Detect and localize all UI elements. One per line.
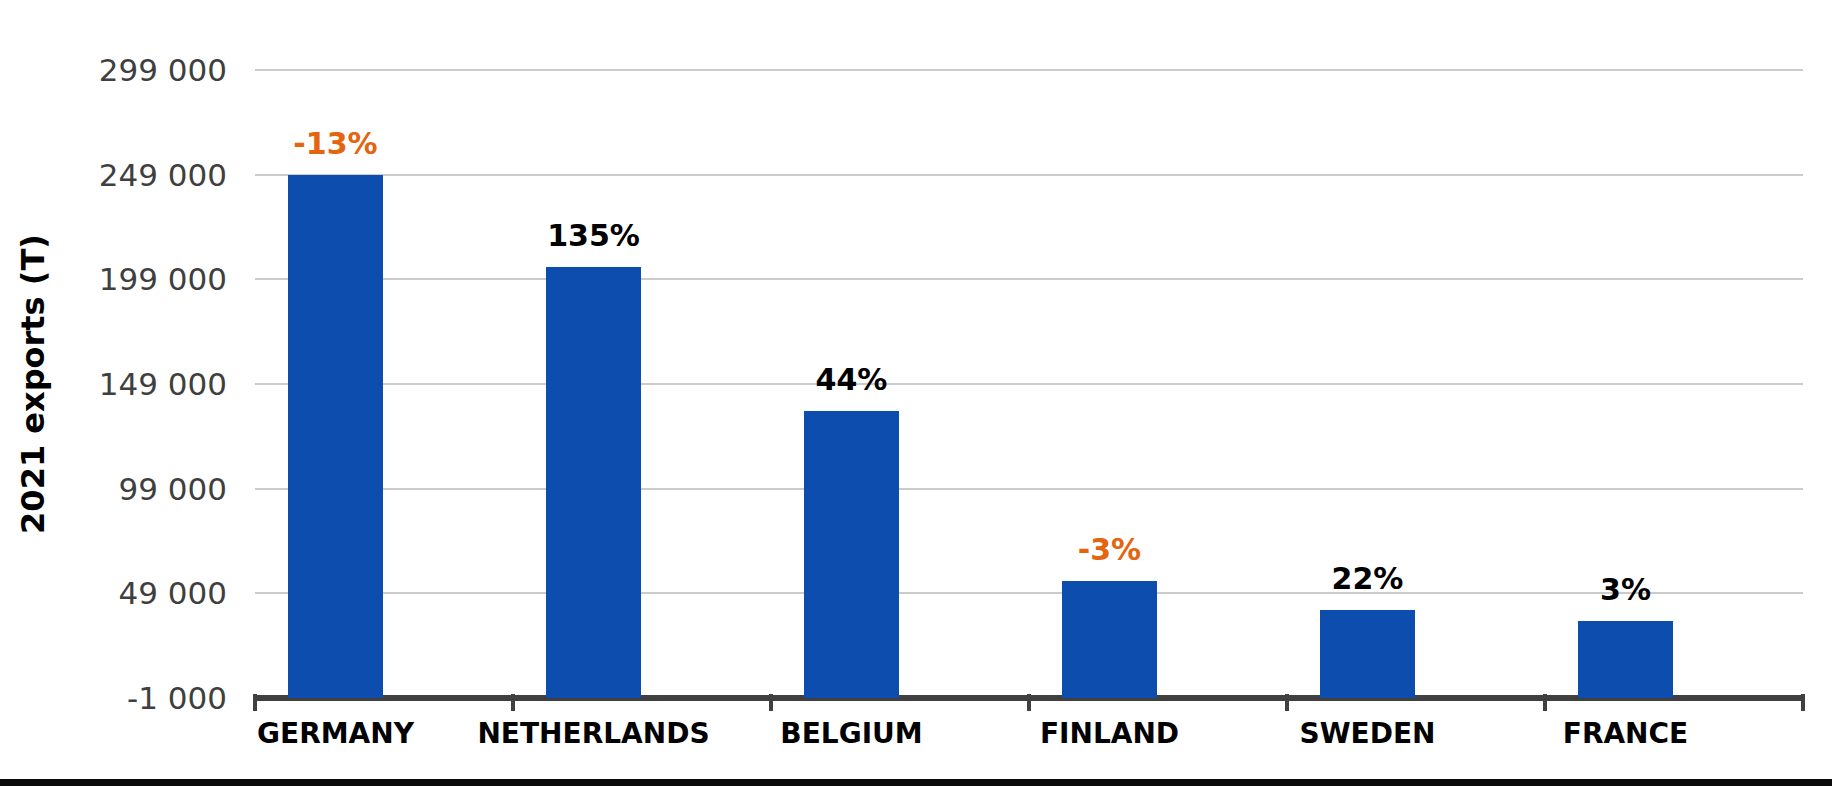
x-axis-tick [1801, 694, 1805, 711]
y-axis-tick-label: -1 000 [57, 680, 227, 716]
bar-percent-label: 135% [514, 219, 674, 253]
y-axis-tick-label: 149 000 [57, 366, 227, 402]
bar-percent-label: 3% [1546, 573, 1706, 607]
bar [546, 267, 641, 698]
y-axis-tick-label: 99 000 [57, 471, 227, 507]
category-label: BELGIUM [722, 718, 982, 750]
y-axis-title-text: 2021 exports (T) [14, 234, 52, 534]
bar-percent-label: -13% [256, 127, 416, 161]
y-axis-tick-label: 299 000 [57, 52, 227, 88]
bar [804, 411, 899, 698]
bar [1578, 621, 1673, 698]
bar-chart: 2021 exports (T) 299 000 249 000 199 000 14… [0, 0, 1832, 786]
category-label: FINLAND [980, 718, 1240, 750]
bar [1062, 581, 1157, 698]
bottom-border-line [0, 779, 1832, 786]
y-axis-tick-label: 49 000 [57, 575, 227, 611]
category-label: NETHERLANDS [464, 718, 724, 750]
y-axis-tick-label: 199 000 [57, 261, 227, 297]
gridline [255, 488, 1803, 490]
x-axis-tick [1285, 694, 1289, 711]
x-axis-tick [1543, 694, 1547, 711]
x-axis-tick [1027, 694, 1031, 711]
y-axis-title: 2021 exports (T) [2, 70, 64, 698]
x-axis-tick [769, 694, 773, 711]
x-axis-tick [253, 694, 257, 711]
bar [1320, 610, 1415, 698]
gridline [255, 69, 1803, 71]
category-label: FRANCE [1496, 718, 1756, 750]
category-label: SWEDEN [1238, 718, 1498, 750]
bar-percent-label: 22% [1288, 562, 1448, 596]
bar-percent-label: -3% [1030, 533, 1190, 567]
gridline [255, 174, 1803, 176]
gridline [255, 278, 1803, 280]
bar [288, 175, 383, 698]
x-axis-tick [511, 694, 515, 711]
gridline [255, 383, 1803, 385]
category-label: GERMANY [206, 718, 466, 750]
y-axis-tick-label: 249 000 [57, 157, 227, 193]
bar-percent-label: 44% [772, 363, 932, 397]
